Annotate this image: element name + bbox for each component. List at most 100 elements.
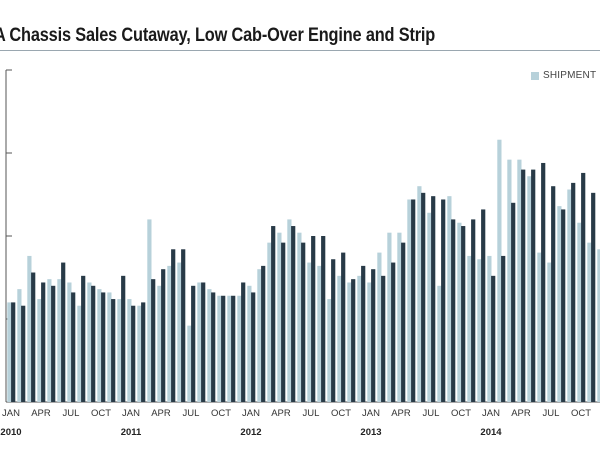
x-tick-label: OCT bbox=[451, 408, 471, 419]
bar-shipment bbox=[207, 289, 212, 402]
bar-sales bbox=[291, 226, 296, 402]
bar-shipment bbox=[117, 299, 122, 402]
x-tick-label: JAN bbox=[122, 408, 140, 419]
bar-sales bbox=[111, 299, 116, 402]
bar-sales bbox=[301, 242, 306, 402]
bar-shipment bbox=[137, 305, 142, 402]
bar-shipment bbox=[497, 139, 502, 402]
bar-sales bbox=[91, 285, 96, 402]
bar-shipment bbox=[397, 232, 402, 402]
bar-sales bbox=[171, 249, 176, 402]
bar-sales bbox=[231, 295, 236, 402]
bar-sales bbox=[161, 269, 166, 402]
bar-shipment bbox=[247, 285, 252, 402]
bar-sales bbox=[471, 219, 476, 402]
x-year-label: 2010 bbox=[0, 427, 21, 438]
bar-shipment bbox=[477, 259, 482, 402]
bar-sales bbox=[151, 279, 156, 402]
bar-shipment bbox=[387, 232, 392, 402]
title-divider bbox=[0, 50, 600, 51]
bar-shipment bbox=[337, 275, 342, 402]
bar-sales bbox=[571, 182, 576, 402]
bar-sales bbox=[31, 272, 36, 402]
bar-sales bbox=[431, 196, 436, 402]
x-tick-label: JAN bbox=[362, 408, 380, 419]
bar-shipment bbox=[547, 262, 552, 402]
x-tick-label: OCT bbox=[211, 408, 231, 419]
bar-sales bbox=[531, 169, 536, 402]
legend-swatch-shipment bbox=[531, 71, 539, 80]
bar-sales bbox=[451, 219, 456, 402]
bar-sales bbox=[421, 192, 426, 402]
bar-shipment bbox=[67, 282, 72, 402]
bar-shipment bbox=[197, 282, 202, 402]
bar-sales bbox=[561, 209, 566, 402]
bar-sales bbox=[11, 302, 16, 402]
bar-sales bbox=[481, 209, 486, 402]
bar-sales bbox=[501, 255, 506, 402]
bar-shipment bbox=[27, 255, 32, 402]
bar-shipment bbox=[217, 295, 222, 402]
bar-shipment bbox=[47, 279, 52, 402]
bar-sales bbox=[461, 226, 466, 402]
bar-sales bbox=[581, 172, 586, 402]
bar-sales bbox=[121, 275, 126, 402]
bar-shipment bbox=[17, 289, 22, 402]
bar-shipment bbox=[87, 282, 92, 402]
x-year-label: 2013 bbox=[360, 427, 381, 438]
bar-sales bbox=[21, 305, 26, 402]
bar-sales bbox=[191, 285, 196, 402]
bar-sales bbox=[51, 285, 56, 402]
x-tick-label: APR bbox=[271, 408, 291, 419]
x-tick-label: APR bbox=[151, 408, 171, 419]
bar-sales bbox=[281, 242, 286, 402]
bar-shipment bbox=[577, 222, 582, 402]
chart-title: A Chassis Sales Cutaway, Low Cab-Over En… bbox=[0, 25, 436, 46]
bar-shipment bbox=[437, 285, 442, 402]
bar-sales bbox=[381, 275, 386, 402]
bar-shipment bbox=[237, 295, 242, 402]
bar-sales bbox=[361, 265, 366, 402]
x-tick-label: JUL bbox=[183, 408, 200, 419]
bar-shipment bbox=[557, 206, 562, 402]
bar-shipment bbox=[567, 189, 572, 402]
bar-shipment bbox=[167, 265, 172, 402]
bar-shipment bbox=[277, 232, 282, 402]
bar-sales bbox=[131, 305, 136, 402]
bar-shipment bbox=[487, 255, 492, 402]
legend-label-shipment: SHIPMENT bbox=[543, 70, 597, 81]
x-tick-label: JUL bbox=[543, 408, 560, 419]
x-tick-label: OCT bbox=[571, 408, 591, 419]
bar-shipment bbox=[317, 265, 322, 402]
bar-shipment bbox=[467, 255, 472, 402]
bar-shipment bbox=[357, 275, 362, 402]
bar-sales bbox=[71, 292, 76, 402]
x-tick-label: APR bbox=[31, 408, 51, 419]
bar-shipment bbox=[77, 305, 82, 402]
bar-shipment bbox=[347, 282, 352, 402]
bar-shipment bbox=[457, 222, 462, 402]
x-tick-label: JAN bbox=[242, 408, 260, 419]
bar-shipment bbox=[147, 219, 152, 402]
bar-sales bbox=[511, 202, 516, 402]
legend: SHIPMENT bbox=[531, 70, 596, 81]
x-tick-label: APR bbox=[391, 408, 411, 419]
x-year-label: 2011 bbox=[121, 427, 142, 438]
bar-shipment bbox=[97, 289, 102, 402]
bar-shipment bbox=[37, 299, 42, 402]
bar-shipment bbox=[427, 212, 432, 402]
bar-shipment bbox=[107, 292, 112, 402]
x-tick-label: JUL bbox=[303, 408, 320, 419]
bar-sales bbox=[201, 282, 206, 402]
bar-sales bbox=[371, 269, 376, 402]
bar-sales bbox=[391, 262, 396, 402]
x-tick-label: OCT bbox=[331, 408, 351, 419]
bar-sales bbox=[321, 236, 326, 402]
bar-shipment bbox=[127, 299, 132, 402]
bar-shipment bbox=[377, 252, 382, 402]
x-tick-label: OCT bbox=[91, 408, 111, 419]
x-tick-label: JAN bbox=[2, 408, 20, 419]
bar-sales bbox=[411, 199, 416, 402]
bar-sales bbox=[401, 242, 406, 402]
bar-shipment bbox=[57, 279, 62, 402]
